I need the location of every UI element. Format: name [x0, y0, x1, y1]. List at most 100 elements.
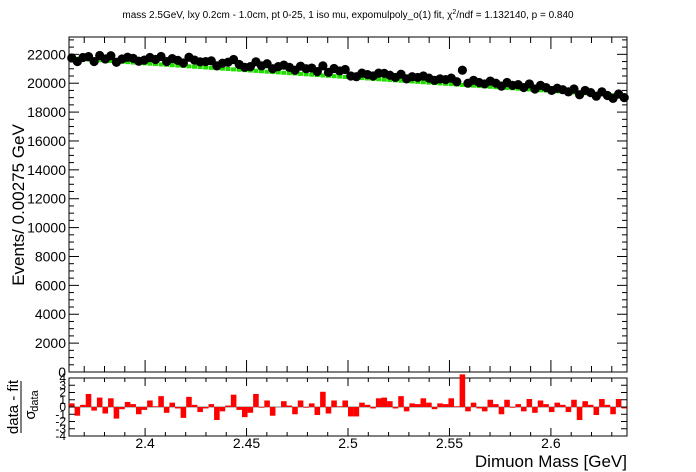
- residual-bar: [186, 396, 192, 407]
- residual-bar: [85, 393, 92, 407]
- fit-segment: [459, 82, 465, 87]
- fit-segment: [337, 74, 343, 79]
- y-axis-label: Events/ 0.00275 GeV: [9, 124, 28, 286]
- residual-bar: [593, 407, 600, 415]
- data-point: [89, 56, 99, 67]
- residual-bar: [325, 407, 332, 414]
- residual-bar: [96, 397, 103, 407]
- residual-bar: [303, 407, 309, 408]
- title-prefix: mass 2.5GeV, lxy 0.2cm - 1.0cm, pt 0-25,…: [122, 10, 447, 21]
- residual-y-tick-label: 0: [59, 400, 66, 414]
- y-tick-label: 4000: [35, 306, 66, 322]
- fit-segment: [286, 71, 292, 76]
- residual-bar: [554, 402, 561, 407]
- residual-bar: [409, 403, 415, 407]
- title-chi-superscript: 2: [452, 9, 456, 16]
- residual-bar: [269, 407, 276, 416]
- main-y-axis: 0 2000 4000 6000 8000 10000 12000 14000 16000 180…: [27, 39, 627, 380]
- fit-segment: [504, 85, 510, 90]
- fit-segment: [376, 77, 382, 82]
- residual-bar: [437, 403, 443, 407]
- residual-bar: [526, 399, 533, 407]
- y-tick-label: 16000: [27, 133, 66, 149]
- fit-segment: [203, 65, 209, 70]
- fit-segment: [398, 78, 404, 83]
- residual-bar: [615, 399, 622, 407]
- fit-segment: [231, 67, 237, 72]
- y-tick-label: 12000: [27, 191, 66, 207]
- data-point: [178, 58, 188, 68]
- residual-bar: [208, 404, 215, 407]
- residual-y-tick-label: 4: [59, 371, 66, 385]
- residual-y-tick-label: 2: [59, 386, 66, 400]
- residual-bar: [158, 396, 164, 407]
- residual-bar: [454, 406, 460, 407]
- residual-y-tick-label: 3: [59, 378, 66, 392]
- y-tick-label: 18000: [27, 104, 66, 120]
- fit-segment: [219, 66, 225, 71]
- residual-label-subscript: data: [29, 389, 41, 411]
- chart-title: mass 2.5GeV, lxy 0.2cm - 1.0cm, pt 0-25,…: [122, 9, 574, 21]
- residual-bar: [130, 404, 136, 407]
- data-point: [457, 65, 467, 75]
- residual-bar: [247, 407, 254, 413]
- residual-bar: [537, 400, 544, 407]
- data-point: [312, 67, 322, 77]
- residual-bar: [169, 402, 176, 407]
- fit-segment: [275, 70, 281, 75]
- residual-bar: [236, 407, 242, 410]
- x-tick-label: 2.45: [233, 435, 260, 451]
- data-points: [67, 50, 629, 103]
- residual-bar: [621, 407, 627, 409]
- residual-bar: [175, 407, 181, 409]
- data-point: [340, 64, 350, 75]
- residual-bar: [74, 407, 81, 416]
- residual-bar: [504, 399, 510, 407]
- fit-segment: [381, 77, 387, 82]
- residual-bar: [135, 407, 142, 415]
- residual-bar: [414, 404, 421, 407]
- x-tick-label: 2.5: [338, 435, 358, 451]
- residual-bar: [364, 404, 371, 407]
- residual-bar: [163, 407, 170, 413]
- residual-bar: [230, 394, 237, 407]
- residual-y-tick-label: 1: [59, 393, 66, 407]
- residual-bar: [498, 407, 505, 415]
- residual-bar: [470, 402, 477, 407]
- y-tick-label: 20000: [27, 75, 66, 91]
- y-tick-label: 8000: [35, 248, 66, 264]
- residual-y-tick-label: -2: [55, 415, 66, 429]
- fit-segment: [409, 79, 415, 84]
- residual-bar: [286, 405, 293, 407]
- residual-y-axis-label: data - fit σ data: [5, 379, 41, 434]
- y-tick-label: 0: [58, 364, 66, 380]
- residual-bar: [331, 400, 337, 407]
- residual-bar: [560, 404, 566, 407]
- fit-segment: [259, 69, 265, 74]
- title-chi: χ: [447, 10, 453, 21]
- residual-y-tick-label: -1: [55, 407, 66, 421]
- fit-segment: [303, 72, 309, 77]
- residual-bar: [308, 403, 315, 407]
- fit-segment: [359, 76, 365, 81]
- residual-bar: [387, 401, 393, 407]
- residual-bar: [314, 407, 321, 415]
- residual-bar: [493, 404, 499, 407]
- residual-bar: [604, 404, 611, 407]
- fit-segment: [264, 69, 270, 74]
- residual-bar: [442, 404, 449, 407]
- residual-bar: [113, 407, 120, 419]
- fit-segment: [125, 60, 131, 65]
- x-tick-label: 2.4: [135, 435, 155, 451]
- residual-bar: [565, 407, 572, 413]
- fit-segment: [97, 58, 103, 63]
- residual-bar: [197, 407, 203, 413]
- residual-label-sigma: σ: [22, 410, 39, 420]
- residual-bar: [147, 400, 153, 407]
- residual-y-tick-label: -4: [55, 429, 66, 443]
- residual-bar: [459, 374, 466, 407]
- fit-segment: [281, 70, 287, 75]
- fit-segment: [320, 73, 326, 78]
- y-tick-label: 2000: [35, 335, 66, 351]
- fit-segment: [448, 82, 454, 87]
